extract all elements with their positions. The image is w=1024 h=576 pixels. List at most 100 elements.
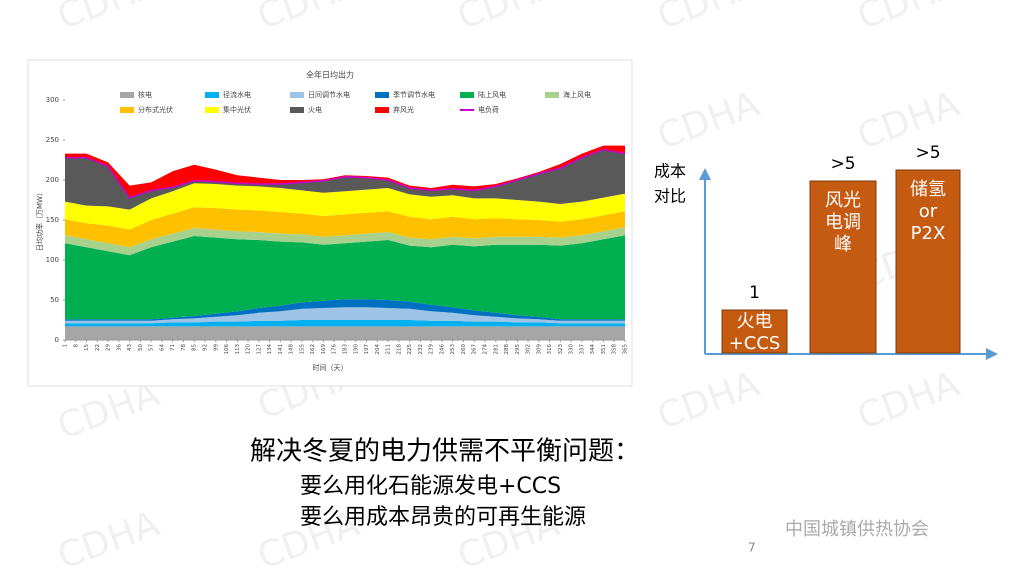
x-tick-label: 162 (310, 344, 316, 355)
x-tick-label: 92 (203, 344, 209, 351)
x-tick-label: 8 (73, 344, 79, 348)
x-tick-label: 57 (149, 344, 155, 351)
watermark: CDHA (852, 83, 965, 157)
x-tick-label: 141 (278, 344, 284, 355)
x-tick-label: 330 (569, 344, 575, 355)
bar-top-label: >5 (915, 143, 940, 163)
y-tick-label: 150 (46, 216, 59, 224)
x-tick-label: 29 (106, 344, 112, 351)
y-tick-label: 0 (55, 336, 59, 344)
x-tick-label: 120 (246, 344, 252, 355)
x-tick-label: 239 (429, 344, 435, 355)
x-tick-label: 78 (181, 344, 187, 351)
x-tick-label: 176 (332, 344, 338, 355)
bar-label: or (919, 201, 938, 222)
heading: 解决冬夏的电力供需不平衡问题： (250, 437, 640, 467)
bar (809, 180, 877, 354)
legend-label: 火电 (308, 105, 322, 114)
bar (895, 169, 961, 354)
legend-swatch (205, 107, 219, 113)
watermark: CDHA (652, 0, 765, 38)
area (65, 183, 625, 230)
area (65, 207, 625, 248)
y-axis-label: 日均功率（万MW） (35, 189, 44, 251)
line (65, 148, 626, 199)
y-tick-label: 300 (46, 96, 59, 104)
legend-label: 海上风电 (563, 90, 591, 99)
x-tick-label: 71 (170, 344, 176, 351)
x-tick-label: 169 (321, 344, 327, 355)
area (65, 307, 625, 324)
watermark: CDHA (852, 363, 965, 437)
x-axis-label: 时间（天） (313, 363, 348, 372)
legend-swatch (120, 92, 134, 98)
page-number: 7 (748, 541, 756, 555)
bar (721, 309, 788, 354)
x-tick-label: 295 (515, 344, 521, 355)
area (65, 145, 625, 198)
x-tick-label: 99 (213, 344, 219, 351)
x-tick-label: 113 (235, 344, 241, 355)
y-label: 对比 (654, 187, 686, 206)
x-tick-label: 50 (138, 344, 144, 351)
legend-label: 季节调节水电 (393, 90, 435, 99)
x-tick-label: 309 (536, 344, 542, 355)
area (65, 227, 625, 256)
x-tick-label: 127 (256, 344, 262, 355)
x-tick-label: 218 (396, 344, 402, 355)
x-tick-label: 344 (590, 344, 596, 355)
legend-swatch (120, 107, 134, 113)
x-tick-label: 155 (299, 344, 305, 355)
x-tick-label: 351 (601, 344, 607, 355)
x-tick-label: 15 (84, 344, 90, 351)
x-tick-label: 288 (504, 344, 510, 355)
bar-label: 储氢 (910, 179, 946, 200)
x-tick-label: 253 (450, 344, 456, 355)
x-tick-label: 190 (353, 344, 359, 355)
x-tick-label: 365 (623, 344, 629, 355)
y-tick-label: 250 (46, 136, 59, 144)
watermark: CDHA (852, 0, 965, 38)
legend-label: 集中光伏 (223, 105, 251, 114)
legend-label: 分布式光伏 (138, 105, 173, 114)
x-tick-label: 260 (461, 344, 467, 355)
arrow (986, 348, 998, 360)
area (65, 299, 625, 321)
legend-swatch (290, 92, 304, 98)
x-tick-label: 183 (343, 344, 349, 355)
legend-swatch (375, 107, 389, 113)
bar-top-label: >5 (830, 154, 855, 174)
legend-label: 日间调节水电 (308, 90, 350, 99)
y-tick-label: 200 (46, 176, 59, 184)
legend-label: 弃风光 (393, 105, 414, 114)
x-tick-label: 281 (493, 344, 499, 355)
x-tick-label: 274 (483, 344, 489, 355)
x-tick-label: 36 (116, 344, 122, 351)
bar-label: +CCS (729, 333, 781, 354)
chart-title: 全年日均出力 (306, 70, 354, 80)
legend-swatch (205, 92, 219, 98)
x-tick-label: 323 (558, 344, 564, 355)
legend-label: 核电 (138, 90, 152, 99)
x-tick-label: 211 (386, 344, 392, 355)
legend-label: 径流水电 (223, 90, 251, 99)
x-tick-label: 1 (63, 344, 69, 348)
y-tick-label: 50 (50, 296, 59, 304)
x-tick-label: 232 (418, 344, 424, 355)
bar-top-label: 1 (749, 283, 760, 303)
x-tick-label: 197 (364, 344, 370, 355)
cost-axes (699, 168, 998, 360)
x-tick-label: 43 (127, 344, 133, 351)
bar-label: 电调 (825, 212, 861, 233)
watermark: CDHA (52, 0, 165, 38)
x-tick-label: 204 (375, 344, 381, 355)
legend-label: 电负荷 (478, 105, 499, 114)
bar-label: 火电 (737, 311, 773, 332)
x-tick-label: 337 (579, 344, 585, 355)
legend-swatch (545, 92, 559, 98)
watermark: CDHA (652, 363, 765, 437)
text-line: 要么用化石能源发电+CCS (300, 474, 561, 499)
x-tick-label: 134 (267, 344, 273, 355)
area (65, 149, 625, 210)
